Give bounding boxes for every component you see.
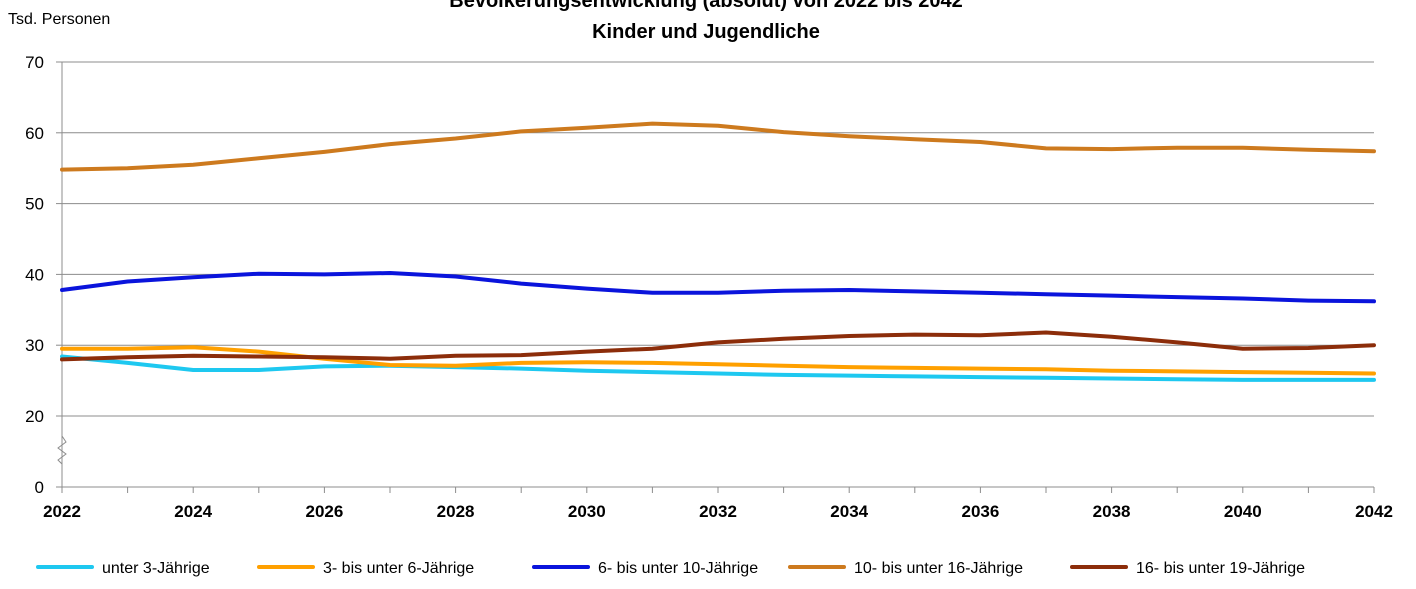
series-line-5 [60,330,1376,362]
series-line-1 [60,354,1376,382]
y-tick-label: 40 [25,265,44,284]
y-tick-label: 30 [25,336,44,355]
y-tick-label: 50 [25,195,44,214]
legend-label-4: 10- bis unter 16-Jährige [854,560,1023,577]
x-tick-label: 2028 [437,502,475,521]
x-tick-label: 2030 [568,502,606,521]
y-tick-label: 20 [25,407,44,426]
x-tick-label: 2042 [1355,502,1393,521]
legend-label-3: 6- bis unter 10-Jährige [598,560,758,577]
legend-label-1: unter 3-Jährige [102,560,210,577]
x-tick-label: 2036 [961,502,999,521]
x-tick-label: 2040 [1224,502,1262,521]
series-line-2 [60,345,1376,376]
x-tick-label: 2034 [830,502,868,521]
y-axis-break-marker [57,435,67,465]
series-lines [60,121,1376,382]
y-axis-unit-label: Tsd. Personen [8,11,110,28]
series-line-3 [60,271,1376,304]
x-tick-label: 2022 [43,502,81,521]
series-line-4 [60,121,1376,172]
y-tick-label: 0 [35,478,44,497]
chart-title: Bevölkerungsentwicklung (absolut) von 20… [449,0,963,12]
x-tick-label: 2032 [699,502,737,521]
legend-label-5: 16- bis unter 19-Jährige [1136,560,1305,577]
legend: unter 3-Jährige 3- bis unter 6-Jährige 6- … [36,560,1305,577]
chart-subtitle: Kinder und Jugendliche [592,21,820,43]
y-tick-label: 60 [25,124,44,143]
legend-label-2: 3- bis unter 6-Jährige [323,560,474,577]
x-tick-label: 2026 [305,502,343,521]
x-tick-label: 2024 [174,502,212,521]
y-tick-label: 70 [25,53,44,72]
x-tick-label: 2038 [1093,502,1131,521]
